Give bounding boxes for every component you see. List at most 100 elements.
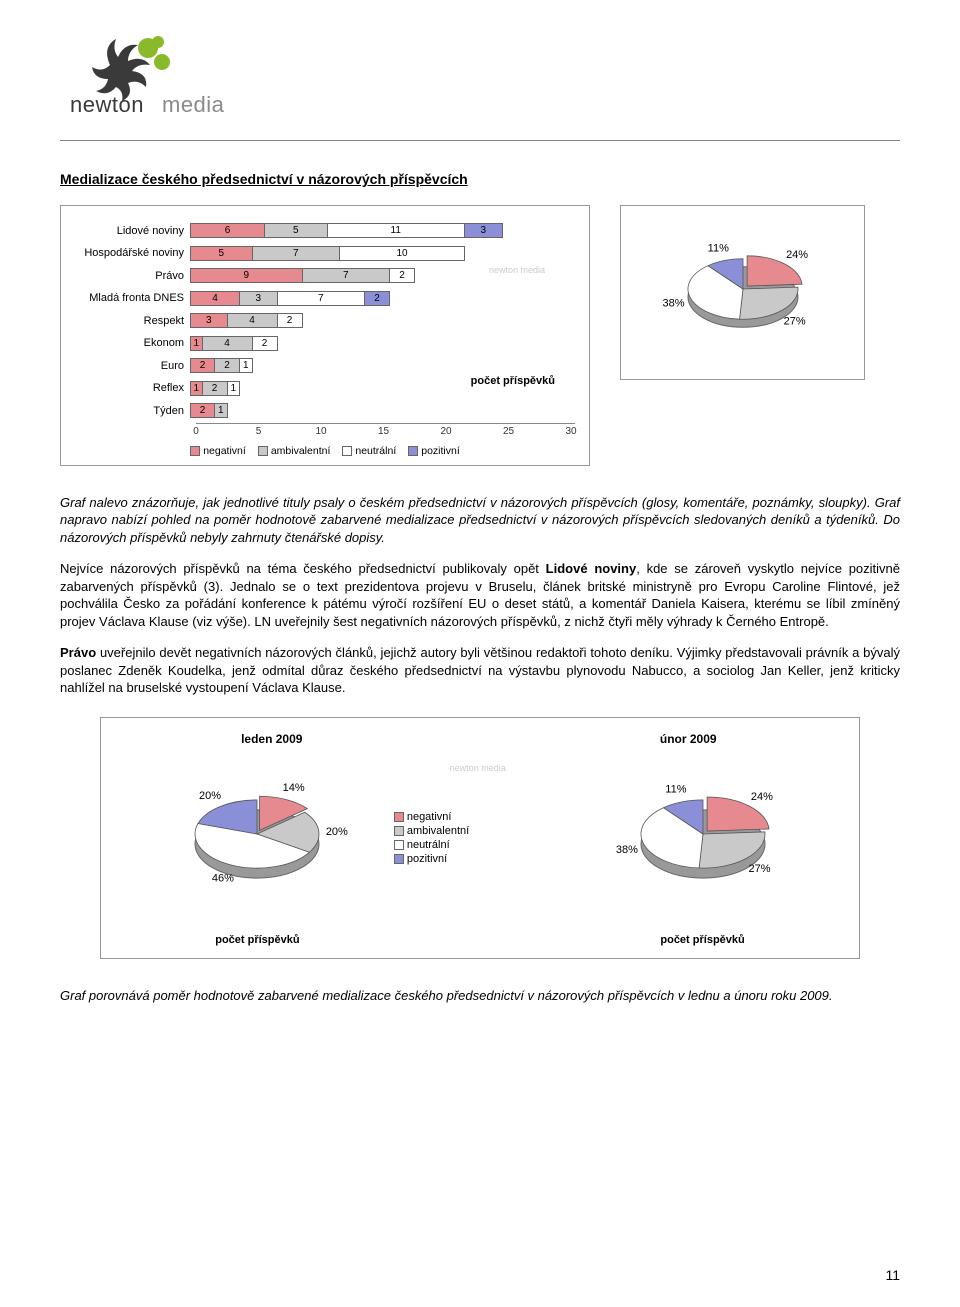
legend-item: pozitivní (408, 445, 460, 457)
pie-svg: 24% 27% 38% 11% (658, 223, 828, 363)
pie-label: 46% (212, 872, 234, 884)
bar-track: 21 (190, 403, 575, 418)
bar-segment: 1 (228, 381, 241, 396)
bar-row-label: Týden (75, 405, 190, 417)
legend-label: ambivalentní (271, 445, 331, 457)
bar-segment: 2 (190, 358, 215, 373)
pie-svg: 14% 20% 46% 20% (157, 754, 357, 924)
pie-label: 11% (707, 242, 728, 254)
legend-item: neutrální (394, 839, 566, 851)
legend-item: ambivalentní (258, 445, 331, 457)
header-rule (60, 140, 900, 141)
pie-label: 11% (665, 784, 686, 796)
svg-text:newton: newton (70, 92, 144, 117)
bar-row-label: Euro (75, 360, 190, 372)
bar-segment: 4 (203, 336, 253, 351)
bar-segment: 2 (390, 268, 415, 283)
bar-row-label: Reflex (75, 382, 190, 394)
bar-segment: 4 (190, 291, 240, 306)
bar-segment: 7 (303, 268, 391, 283)
top-pie: 24% 27% 38% 11% (658, 223, 828, 363)
twin-left-title: leden 2009 (121, 732, 423, 746)
pie-label: 27% (783, 315, 805, 327)
p3-a: Právo (60, 645, 96, 660)
twin-left-footer: počet příspěvků (121, 934, 394, 946)
count-label: počet příspěvků (471, 375, 555, 387)
legend-swatch (408, 446, 418, 456)
bar-row: Lidové noviny65113 (75, 220, 575, 241)
bar-row: Týden21 (75, 400, 575, 421)
bar-row: Ekonom142 (75, 333, 575, 354)
legend-item: neutrální (342, 445, 396, 457)
legend-swatch (394, 812, 404, 822)
bar-track: 972 (190, 268, 575, 283)
legend-swatch (190, 446, 200, 456)
legend-item: pozitivní (394, 853, 566, 865)
twin-legend: negativní ambivalentní neutrální pozitivní (394, 811, 566, 867)
bar-segment: 1 (190, 381, 203, 396)
bar-area: newton media počet příspěvků Lidové novi… (75, 220, 575, 421)
axis-tick: 20 (440, 426, 451, 437)
bar-segment: 10 (340, 246, 465, 261)
legend-label: pozitivní (407, 853, 447, 865)
axis-tick: 5 (256, 426, 262, 437)
legend-swatch (394, 826, 404, 836)
legend-label: neutrální (407, 839, 450, 851)
paragraph-4: Graf porovnává poměr hodnotově zabarvené… (60, 987, 900, 1005)
bar-track: 221 (190, 358, 575, 373)
pie-label: 27% (748, 863, 770, 875)
section-title: Medializace českého předsednictví v názo… (60, 171, 900, 187)
bar-row: Hospodářské noviny5710 (75, 243, 575, 264)
bar-segment: 2 (365, 291, 390, 306)
bar-row-label: Ekonom (75, 337, 190, 349)
chart-row: newton media počet příspěvků Lidové novi… (60, 205, 900, 466)
bar-row: Právo972 (75, 265, 575, 286)
axis-tick: 25 (503, 426, 514, 437)
twin-footer: počet příspěvků počet příspěvků (121, 934, 839, 946)
legend-label: ambivalentní (407, 825, 469, 837)
twin-right-title: únor 2009 (537, 732, 839, 746)
pie-label: 24% (750, 791, 772, 803)
pie-label: 38% (662, 297, 684, 309)
axis-tick: 0 (193, 426, 199, 437)
bar-track: 342 (190, 313, 575, 328)
bar-segment: 2 (253, 336, 278, 351)
pie-label: 24% (786, 248, 808, 260)
logo-area: newton media (60, 40, 900, 140)
page-number: 11 (885, 1267, 900, 1283)
pie-svg: 24% 27% 38% 11% (603, 754, 803, 924)
bar-track: 142 (190, 336, 575, 351)
legend-item: negativní (190, 445, 246, 457)
bar-row-label: Hospodářské noviny (75, 247, 190, 259)
legend-item: negativní (394, 811, 566, 823)
svg-text:media: media (162, 92, 225, 117)
bar-track: 4372 (190, 291, 575, 306)
pie-label: 14% (283, 782, 305, 794)
bar-track: 5710 (190, 246, 575, 261)
bar-segment: 11 (328, 223, 466, 238)
pie-label: 20% (326, 826, 348, 838)
p2-a: Nejvíce názorových příspěvků na téma čes… (60, 561, 546, 576)
paragraph-2: Nejvíce názorových příspěvků na téma čes… (60, 560, 900, 630)
bar-segment: 9 (190, 268, 303, 283)
twin-right-footer: počet příspěvků (566, 934, 839, 946)
right-pie: 24% 27% 38% 11% (603, 754, 803, 924)
paragraph-1: Graf nalevo znázorňuje, jak jednotlivé t… (60, 494, 900, 547)
bar-segment: 1 (190, 336, 203, 351)
newton-media-logo: newton media (70, 30, 280, 125)
axis-tick: 15 (378, 426, 389, 437)
bar-segment: 7 (253, 246, 341, 261)
legend-label: pozitivní (421, 445, 460, 457)
bar-segment: 2 (278, 313, 303, 328)
bar-row: Respekt342 (75, 310, 575, 331)
p3-b: uveřejnilo devět negativních názorových … (60, 645, 900, 695)
bar-segment: 4 (228, 313, 278, 328)
pie-label: 20% (199, 790, 221, 802)
legend-item: ambivalentní (394, 825, 566, 837)
bar-segment: 2 (190, 403, 215, 418)
bar-segment: 7 (278, 291, 366, 306)
bar-segment: 2 (215, 358, 240, 373)
pie-label: 38% (615, 844, 637, 856)
paragraph-3: Právo uveřejnilo devět negativních názor… (60, 644, 900, 697)
bar-segment: 2 (203, 381, 228, 396)
